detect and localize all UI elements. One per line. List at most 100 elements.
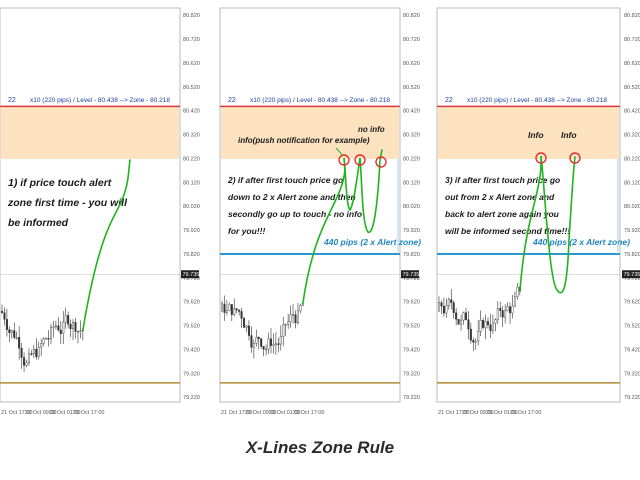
candle-body [223,303,226,313]
candle-body [243,318,246,328]
price-tick-label: 80.320 [403,133,420,139]
candle-body [299,305,302,312]
candle-body [501,310,504,318]
header-number: 22 [8,97,16,104]
candle-body [8,329,11,333]
candle-body [294,314,297,324]
price-tick-label: 80.320 [183,133,200,139]
candle-body [267,338,270,350]
price-tick-label: 79.620 [183,300,200,306]
candle-body [76,331,79,333]
price-tick-label: 80.120 [624,180,640,186]
candle-body [72,322,75,330]
price-tick-label: 80.320 [624,133,640,139]
header-text: x10 (220 pips) / Level - 80.438 --> Zone… [467,97,607,104]
time-tick-label: 22 Oct 09:00 [245,410,277,416]
candle-body [265,348,268,351]
header-number: 22 [445,97,453,104]
candle-body [74,322,77,332]
price-tick-label: 79.520 [624,324,640,330]
time-tick-label: 21 Oct 17:00 [1,410,33,416]
price-tick-label: 79.720 [403,276,420,282]
price-tick-label: 80.520 [183,85,200,91]
header-text: x10 (220 pips) / Level - 80.438 --> Zone… [30,97,170,104]
alert-zone [1,106,179,159]
current-price-tag-label: 79.735 [183,272,200,278]
candle-body [272,343,275,346]
panel-frame [219,7,401,403]
candle-body [513,296,516,307]
info-label: Info [561,130,577,140]
candle-body [460,319,463,325]
price-tick-label: 79.920 [183,228,200,234]
info-label: Info [528,130,544,140]
note-line: 1) if price touch alert [8,177,112,189]
price-tick-label: 80.020 [624,204,640,210]
price-tick-label: 80.820 [183,13,200,19]
price-tick-label: 79.920 [624,228,640,234]
price-tick-label: 79.520 [183,324,200,330]
price-tick-label: 79.320 [403,371,420,377]
price-tick-label: 79.620 [624,300,640,306]
time-tick-label: 22 Oct 09:00 [462,410,494,416]
price-tick-label: 79.920 [403,228,420,234]
current-price-tag-label: 79.735 [624,272,640,278]
candle-body [277,343,280,345]
candle-body [270,338,273,346]
alert-zone [221,106,399,159]
candle-body [494,319,497,324]
candle-body [30,353,33,355]
price-tick-label: 80.420 [183,109,200,115]
candle-body [506,306,509,311]
note-line: down to 2 x Alert zone and then [228,192,356,202]
candle-body [489,324,492,331]
price-path-annotation [302,149,383,305]
candle-body [252,343,255,348]
current-price-tag [181,270,199,279]
candle-body [484,321,487,328]
candle-body [284,324,287,326]
candle-body [45,338,48,340]
candle-body [62,321,65,334]
candle-body [25,362,28,366]
price-tick-label: 80.220 [403,156,420,162]
note-line: will be informed second time!!! [445,226,570,236]
price-path-annotation [82,159,131,331]
price-tick-label: 80.520 [403,85,420,91]
touch-circle [338,154,350,166]
touch-circle [569,152,581,164]
price-tick-label: 79.320 [183,371,200,377]
current-price-tag-label: 79.735 [403,272,420,278]
price-tick-label: 79.820 [403,252,420,258]
price-tick-label: 80.020 [403,204,420,210]
candle-body [37,346,40,357]
candle-body [296,310,299,324]
candle-body [260,338,263,347]
price-tick-label: 80.620 [624,61,640,67]
candle-body [279,336,282,345]
candle-body [50,327,53,340]
candle-body [452,302,455,313]
price-tick-label: 80.220 [183,156,200,162]
note-line: for you!!! [228,226,265,236]
candle-body [491,322,494,331]
candle-body [447,299,450,306]
candles [438,282,521,352]
price-tick-label: 80.420 [624,109,640,115]
price-tick-label: 79.520 [403,324,420,330]
price-tick-label: 79.420 [624,347,640,353]
note-line: out from 2 x Alert zone and [445,192,555,202]
note-line: 3) if after first touch price go [445,175,560,185]
time-tick-label: 21 Oct 17:00 [438,410,470,416]
candle-body [499,308,502,311]
price-path-annotation [519,155,576,294]
price-tick-label: 79.620 [403,300,420,306]
price-tick-label: 79.420 [403,347,420,353]
touch-circle [354,154,366,166]
candle-body [238,309,241,312]
time-tick-label: 23 Oct 01:00 [486,410,518,416]
candle-body [225,310,228,313]
candle-body [509,306,512,314]
note-line: back to alert zone again you [445,209,560,219]
